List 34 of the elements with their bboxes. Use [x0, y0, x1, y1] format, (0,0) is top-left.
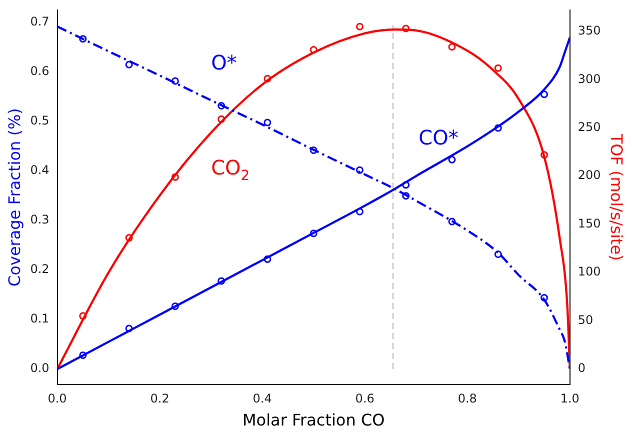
point	[448, 43, 456, 51]
point	[264, 118, 272, 126]
point	[494, 64, 502, 72]
y2-tick-label: 150	[578, 216, 601, 230]
y2-tick-label: 50	[578, 312, 594, 327]
y2-axis-title: TOF (mol/s/site)	[607, 132, 626, 261]
x-tick-label: 0.2	[150, 392, 170, 406]
annotation: CO*	[418, 126, 458, 150]
y2-tick-label: 300	[578, 72, 601, 86]
x-tick-label: 0.8	[458, 392, 477, 406]
x-tick-label: 0.4	[252, 392, 272, 406]
y-tick-label: 0.1	[30, 312, 50, 326]
x-axis-title: Molar Fraction CO	[242, 410, 385, 430]
y-tick-label: 0.6	[30, 64, 50, 78]
point	[540, 90, 548, 98]
point	[356, 22, 364, 30]
point	[125, 60, 133, 68]
y2-tick-label: 0	[578, 361, 586, 376]
x-tick-label: 0.6	[355, 392, 374, 406]
y-tick-label: 0.3	[30, 212, 50, 227]
y2-tick-label: 200	[578, 168, 601, 182]
x-tick-label: 1.0	[560, 392, 580, 406]
y-tick-label: 0.4	[30, 163, 50, 178]
y-tick-label: 0.5	[30, 114, 50, 128]
y-tick-label: 0.7	[30, 14, 50, 29]
point	[448, 156, 456, 164]
y2-tick-label: 350	[578, 24, 601, 38]
y-tick-label: 0.0	[30, 361, 50, 376]
y2-tick-label: 250	[578, 120, 601, 134]
y-tick-label: 0.2	[30, 262, 50, 276]
annotation: O*	[211, 50, 237, 75]
x-tick-label: 0.0	[48, 392, 67, 406]
y2-tick-label: 100	[578, 264, 601, 279]
y-axis-title: Coverage Fraction (%)	[4, 108, 24, 286]
